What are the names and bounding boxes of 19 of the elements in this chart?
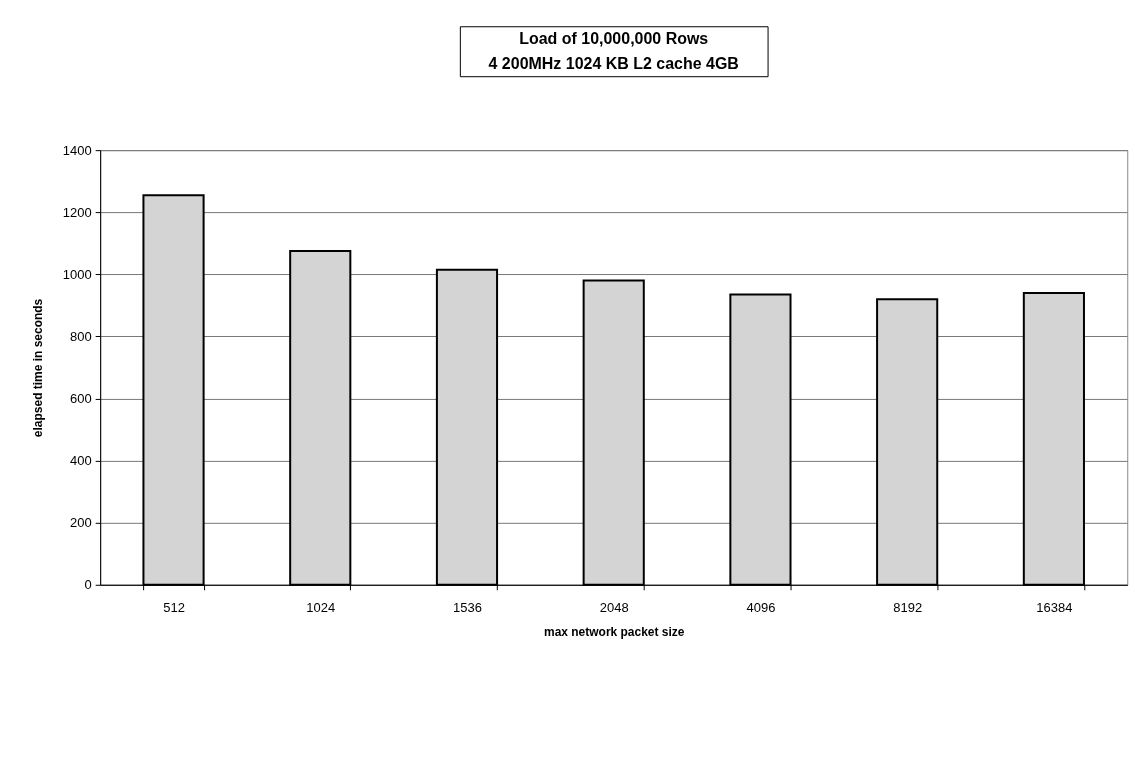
x-tick-label: 4096 [746, 600, 776, 616]
x-axis-title: max network packet size [544, 625, 685, 640]
y-tick-label: 800 [70, 328, 92, 344]
y-tick-label: 0 [84, 577, 92, 593]
y-tick-label: 200 [70, 515, 92, 531]
x-tick-label: 2048 [599, 600, 629, 616]
x-tick-label: 16384 [1036, 600, 1073, 616]
y-tick-label: 600 [70, 391, 92, 406]
x-tick-label: 512 [163, 600, 185, 616]
x-tick-label: 1536 [453, 600, 482, 616]
y-axis-title: elapsed time in seconds [30, 298, 45, 438]
chart-title: Load of 10,000,000 Rows [519, 29, 709, 47]
y-tick-label: 400 [70, 453, 92, 469]
y-tick-label: 1400 [62, 142, 92, 158]
y-tick-label: 1200 [62, 204, 92, 220]
y-tick-label: 1000 [62, 266, 92, 282]
chart-subtitle: 4 200MHz 1024 KB L2 cache 4GB [488, 54, 739, 72]
x-tick-label: 1024 [306, 600, 336, 616]
x-tick-label: 8192 [893, 600, 923, 616]
